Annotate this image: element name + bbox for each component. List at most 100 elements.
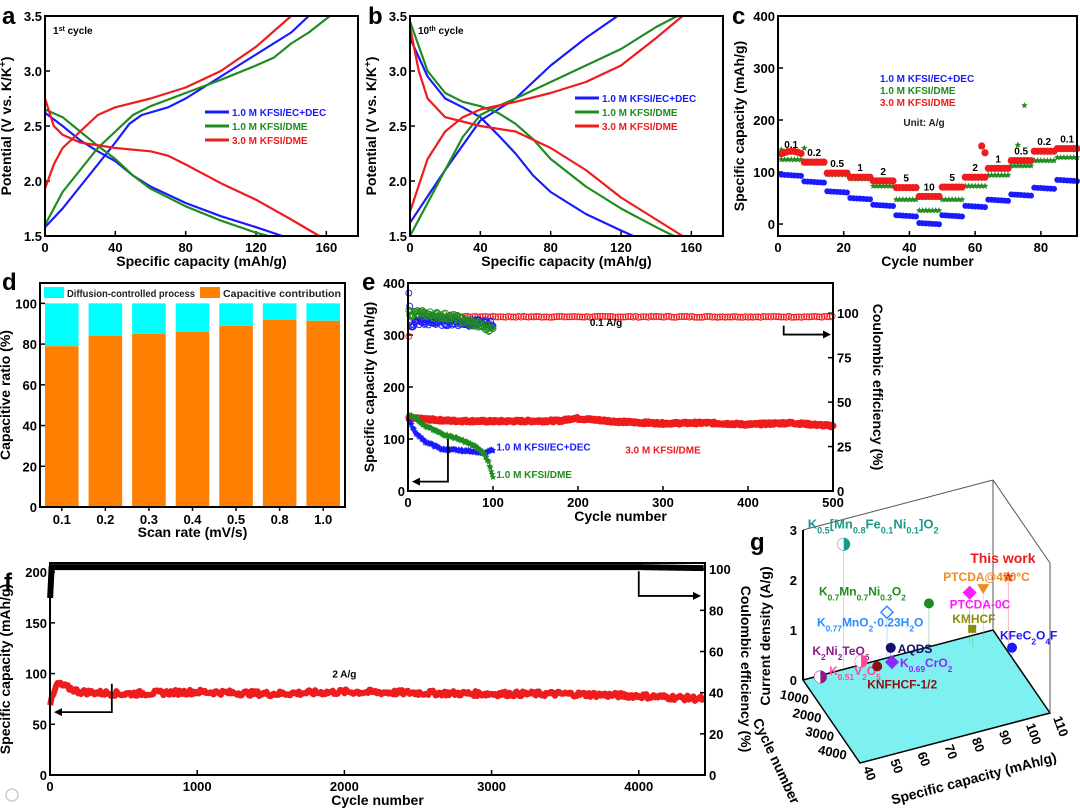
arrowhead xyxy=(693,591,701,600)
ce-point xyxy=(530,313,538,321)
label-text: TeO xyxy=(842,644,864,658)
series-label: 3.0 M KFSI/DME xyxy=(625,446,701,457)
x-axis-title: Cycle number xyxy=(881,253,974,269)
y-tick-label: 80 xyxy=(23,337,37,352)
subscript: 0.3 xyxy=(880,592,892,602)
marker-half-fill xyxy=(837,538,844,551)
data-point xyxy=(890,203,896,210)
z-tick-label: 2 xyxy=(790,573,797,588)
ce-point xyxy=(805,313,813,321)
legend-swatch xyxy=(200,287,220,298)
data-point xyxy=(1051,185,1057,192)
data-point xyxy=(959,213,965,220)
legend-label: 3.0 M KFSI/DME xyxy=(232,136,308,147)
bar-diffusion xyxy=(45,303,79,347)
ce-point xyxy=(548,313,556,321)
rate-label: 5 xyxy=(903,174,909,185)
marker-half-diamond xyxy=(879,605,895,620)
charge-curve xyxy=(44,15,331,226)
rate-label: 5 xyxy=(949,173,955,184)
charge-curve xyxy=(409,15,678,237)
x-tick-label: 20 xyxy=(836,240,850,255)
data-point xyxy=(820,158,828,166)
data-point-star xyxy=(925,207,933,214)
ce-point xyxy=(739,313,747,321)
ce-point xyxy=(406,302,414,310)
ce-point xyxy=(497,313,505,321)
z-tick-label: 3 xyxy=(790,523,797,538)
capacity-point xyxy=(422,438,430,445)
capacity-point xyxy=(466,446,474,454)
x-tick-label: 0.5 xyxy=(227,512,245,527)
x-tick-label: 40 xyxy=(860,764,879,783)
ce-point xyxy=(647,312,655,320)
y-tick-label: 300 xyxy=(753,61,775,76)
ce-point xyxy=(507,313,515,321)
capacity-point xyxy=(488,470,496,477)
superscript: st xyxy=(59,26,66,33)
marker-star xyxy=(1002,571,1014,582)
ce-point xyxy=(527,313,535,321)
data-point-star xyxy=(935,207,943,214)
x-tick-label: 40 xyxy=(902,240,916,255)
capacity-point xyxy=(459,436,467,443)
y-tick-label: 2.0 xyxy=(389,174,407,189)
x-tick-label: 80 xyxy=(543,240,557,255)
superscript: th xyxy=(429,26,436,33)
y-tick-label: 100 xyxy=(25,667,47,682)
series-label: 1.0 M KFSI/DME xyxy=(496,470,572,481)
ce-point xyxy=(540,313,548,321)
ce-point xyxy=(680,313,688,321)
point-label: PTCDA-0C xyxy=(950,598,1011,612)
data-point xyxy=(981,173,989,181)
ce-point xyxy=(810,312,818,320)
ce-point xyxy=(568,313,576,321)
y-tick-label: 100 xyxy=(383,432,405,447)
data-point-star xyxy=(791,156,798,163)
discharge-curve xyxy=(408,37,634,238)
label-text: AQDS xyxy=(898,642,933,656)
ce-point xyxy=(767,313,775,321)
data-point xyxy=(867,196,873,203)
subscript: 0.7 xyxy=(857,592,869,602)
ce-point xyxy=(685,313,693,321)
bar-diffusion xyxy=(88,303,123,336)
charge-curve xyxy=(409,15,619,224)
bar-diffusion xyxy=(262,303,297,320)
legend-label: 1.0 M KFSI/DME xyxy=(602,108,678,119)
capacity-point xyxy=(478,448,486,455)
y-tick-label: 3000 xyxy=(804,724,835,745)
label-text: Potential (V vs. K/K xyxy=(0,67,14,195)
panel-letter-g: g xyxy=(750,529,765,556)
label-text: Ni xyxy=(893,516,906,531)
label-text: K xyxy=(819,584,828,598)
data-point-star xyxy=(1021,162,1028,169)
bar-diffusion xyxy=(219,303,253,326)
outlier-point xyxy=(1014,141,1022,148)
label-text: KNFHCF-1/2 xyxy=(867,677,937,691)
series-label: 1.0 M KFSI/EC+DEC xyxy=(496,442,590,453)
label-text: MnO xyxy=(842,615,869,629)
label-text: Potential (V vs. K/K xyxy=(363,67,379,195)
subscript: 2 xyxy=(901,592,906,602)
x-tick-label: 0 xyxy=(406,240,413,255)
y-tick-label: 200 xyxy=(753,113,775,128)
capacity-point xyxy=(414,415,421,423)
arrow-right-axis xyxy=(782,325,823,336)
y-right-tick-label: 0 xyxy=(837,484,844,499)
label-text: ) xyxy=(0,57,14,62)
y-tick-label: 2.5 xyxy=(24,119,42,134)
data-point xyxy=(912,184,920,192)
y-tick-label: 0 xyxy=(40,768,47,783)
ce-point xyxy=(668,313,675,321)
ce-point xyxy=(729,313,737,321)
ce-point xyxy=(499,313,507,321)
data-point xyxy=(913,213,919,220)
ce-point xyxy=(609,313,617,321)
ce-point xyxy=(520,312,528,320)
ce-point xyxy=(747,313,754,321)
y-tick-label: 150 xyxy=(25,616,47,631)
rate-label: 0.1 xyxy=(1060,135,1074,146)
y-tick-label: 200 xyxy=(383,380,405,395)
